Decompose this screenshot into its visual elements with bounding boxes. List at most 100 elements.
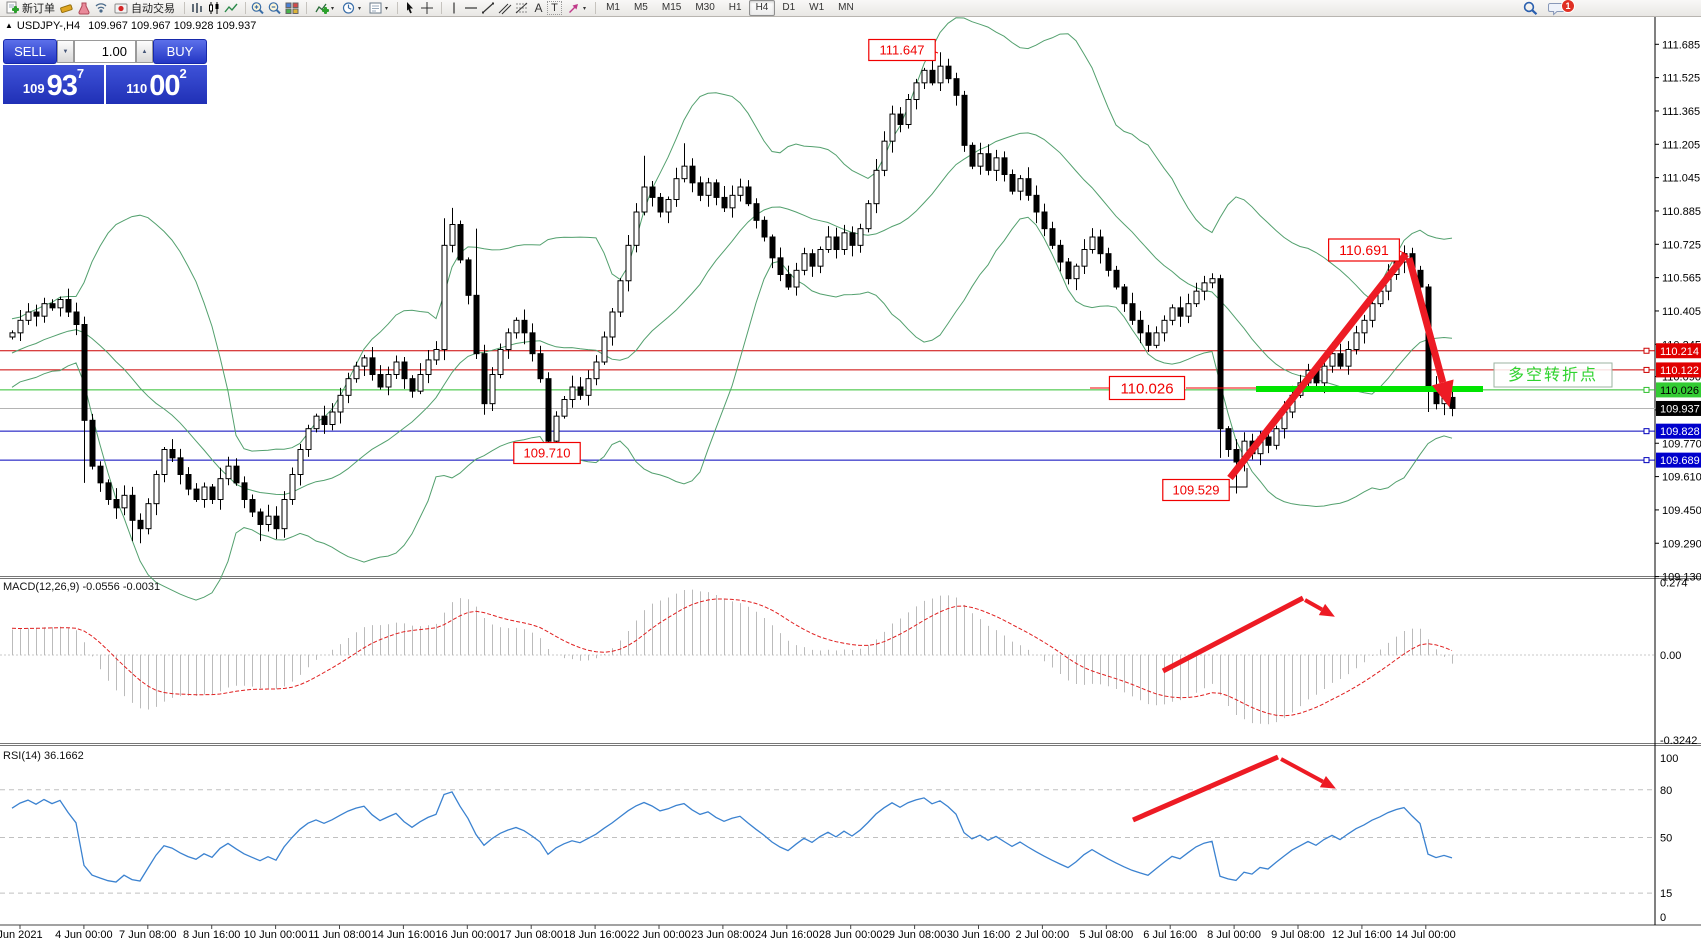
timeframe-mn[interactable]: MN <box>838 2 854 13</box>
text-icon[interactable]: A <box>534 1 543 15</box>
svg-text:111.365: 111.365 <box>1662 106 1700 118</box>
chevron-down-icon: ▾ <box>385 5 389 12</box>
equidistant-channel-icon[interactable] <box>496 1 513 15</box>
svg-text:2 Jul 00:00: 2 Jul 00:00 <box>1015 929 1069 941</box>
sell-button[interactable]: SELL <box>3 39 57 64</box>
zoom-in-icon[interactable] <box>249 1 266 15</box>
price-badge <box>1656 343 1701 359</box>
svg-text:110.565: 110.565 <box>1662 273 1701 285</box>
trend-arrow-head[interactable] <box>1319 775 1336 789</box>
arrows-tool-button[interactable]: ▾ <box>562 1 589 15</box>
bar-chart-icon[interactable] <box>188 1 205 15</box>
toolbar-separator <box>590 2 597 14</box>
svg-text:28 Jun 00:00: 28 Jun 00:00 <box>819 929 883 941</box>
annotations[interactable]: 111.647 110.691 110.026 109.710 109.529 多空转折点 <box>513 38 1613 823</box>
price-tag-annotation[interactable] <box>1108 375 1186 401</box>
timeframe-h4[interactable]: H4 <box>748 0 776 16</box>
svg-text:110.405: 110.405 <box>1662 306 1701 318</box>
line-chart-icon[interactable] <box>222 1 239 15</box>
svg-text:9 Jul 08:00: 9 Jul 08:00 <box>1271 929 1325 941</box>
trend-arrow[interactable] <box>1227 251 1409 481</box>
signals-icon[interactable] <box>92 1 109 15</box>
price-badge <box>1656 400 1701 416</box>
svg-text:14 Jun 16:00: 14 Jun 16:00 <box>372 929 436 941</box>
svg-text:109.710: 109.710 <box>524 446 571 461</box>
timeframe-h1[interactable]: H1 <box>728 2 742 13</box>
new-order-button[interactable]: 新订单 <box>0 1 58 15</box>
svg-text:109.828: 109.828 <box>1660 426 1700 438</box>
crosshair-icon[interactable] <box>418 1 435 15</box>
timeframe-w1[interactable]: W1 <box>809 2 825 13</box>
svg-text:12 Jul 16:00: 12 Jul 16:00 <box>1332 929 1392 941</box>
candlestick-chart-icon[interactable] <box>205 1 222 15</box>
price-badge <box>1656 452 1701 468</box>
svg-text:30 Jun 16:00: 30 Jun 16:00 <box>947 929 1011 941</box>
timeframe-m5[interactable]: M5 <box>633 2 648 13</box>
trend-arrow[interactable] <box>1132 754 1279 823</box>
svg-text:109.529: 109.529 <box>1173 483 1220 498</box>
price-tag-annotation[interactable] <box>1328 238 1400 262</box>
buy-price[interactable]: 110 00 2 <box>106 65 207 104</box>
svg-text:23 Jun 08:00: 23 Jun 08:00 <box>691 929 755 941</box>
data-window-icon[interactable] <box>58 1 75 15</box>
periods-button[interactable]: ▾ <box>337 1 364 15</box>
sell-price[interactable]: 109 93 7 <box>3 65 104 104</box>
chart-title: ▲ USDJPY-,H4 109.967 109.967 109.928 109.9… <box>5 20 256 32</box>
price-tag-annotation[interactable] <box>868 38 936 62</box>
timeframe-m30[interactable]: M30 <box>695 2 715 13</box>
note-label[interactable] <box>1493 362 1613 388</box>
text-label-icon[interactable]: T <box>547 1 563 15</box>
cursor-icon[interactable] <box>401 1 418 15</box>
fibonacci-icon[interactable] <box>513 1 530 15</box>
price-tag-annotation[interactable] <box>1162 478 1230 502</box>
collapse-icon[interactable]: ▲ <box>5 21 13 30</box>
timeframe-d1[interactable]: D1 <box>782 2 796 13</box>
indicators-button[interactable]: ▾ <box>310 1 337 15</box>
svg-text:111.045: 111.045 <box>1662 173 1700 185</box>
chat-icon[interactable]: 1 <box>1547 0 1575 16</box>
trend-arrow[interactable] <box>1304 598 1323 612</box>
trendline-icon[interactable] <box>479 1 496 15</box>
templates-button[interactable]: ▾ <box>364 1 391 15</box>
zoom-out-icon[interactable] <box>266 1 283 15</box>
trend-arrow[interactable] <box>1280 757 1324 784</box>
chevron-down-icon: ▾ <box>358 5 362 12</box>
svg-text:7 Jun 08:00: 7 Jun 08:00 <box>119 929 177 941</box>
price-tag-annotation[interactable] <box>513 441 581 465</box>
symbol-period: USDJPY-,H4 <box>16 20 81 32</box>
price-badge <box>1656 382 1701 398</box>
sell-price-point: 7 <box>76 66 85 81</box>
svg-text:109.290: 109.290 <box>1662 538 1701 550</box>
svg-text:-0.3242: -0.3242 <box>1660 735 1697 747</box>
trend-arrow-head[interactable] <box>1318 603 1335 617</box>
svg-text:50: 50 <box>1660 833 1672 845</box>
svg-text:109.689: 109.689 <box>1660 455 1700 467</box>
clock-icon <box>340 1 357 15</box>
volume-input[interactable]: 1.00 <box>74 40 136 63</box>
horizontal-line-icon[interactable] <box>462 1 479 15</box>
new-order-icon <box>3 1 20 15</box>
toolbar-separator <box>392 2 399 14</box>
volume-decrease-button[interactable]: ▼ <box>57 40 74 63</box>
search-icon[interactable] <box>1522 1 1539 15</box>
vertical-line-icon[interactable] <box>445 1 462 15</box>
arrow-shape-icon <box>565 1 582 15</box>
timeframe-m15[interactable]: M15 <box>661 2 682 13</box>
rsi-indicator-label: RSI(14) 36.1662 <box>3 750 84 762</box>
trend-arrow[interactable] <box>1161 595 1305 674</box>
svg-text:16 Jun 00:00: 16 Jun 00:00 <box>435 929 499 941</box>
volume-increase-button[interactable]: ▲ <box>136 40 153 63</box>
svg-text:0: 0 <box>1660 912 1666 924</box>
tile-windows-icon[interactable] <box>283 1 300 15</box>
trend-arrow-head[interactable] <box>1431 379 1454 408</box>
timeframe-m1[interactable]: M1 <box>606 2 620 13</box>
price-axis: 111.685 111.525 111.365 111.205 111.045 110.8… <box>1655 39 1701 924</box>
autotrading-button[interactable]: 自动交易 <box>109 1 178 15</box>
trend-arrow[interactable] <box>1405 257 1447 384</box>
level-lines[interactable] <box>0 347 1655 464</box>
svg-text:110.885: 110.885 <box>1662 206 1701 218</box>
strategy-tester-icon[interactable] <box>75 1 92 15</box>
svg-text:111.205: 111.205 <box>1662 139 1700 151</box>
buy-button[interactable]: BUY <box>153 39 207 64</box>
